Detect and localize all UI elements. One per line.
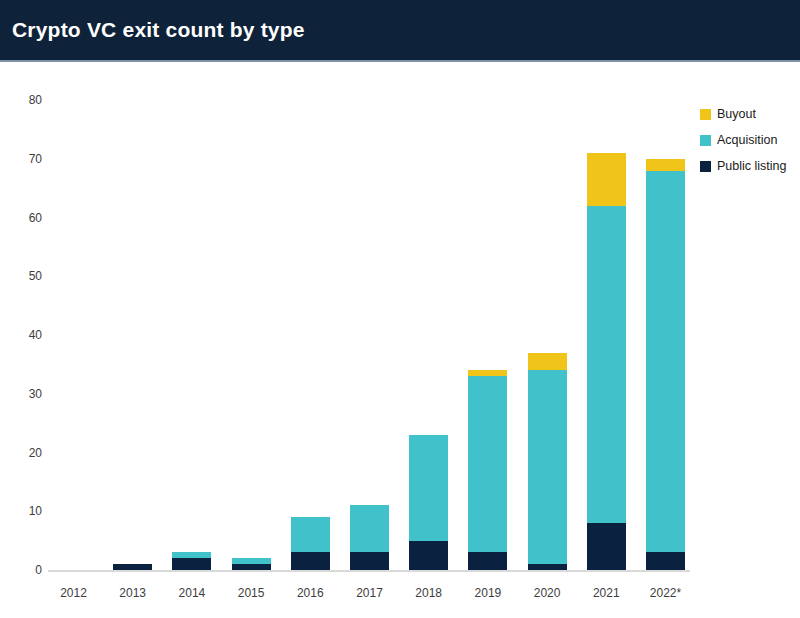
legend-label: Buyout [717, 108, 756, 120]
chart-card: Crypto VC exit count by type Buyout Acqui… [0, 0, 800, 618]
chart-title: Crypto VC exit count by type [0, 0, 800, 60]
bar-segment-acquisition-2018 [409, 435, 448, 541]
y-axis-tick-label: 80 [10, 93, 42, 107]
bar-segment-acquisition-2016 [291, 517, 330, 552]
legend-swatch-icon [700, 161, 711, 172]
y-axis-tick-label: 10 [10, 504, 42, 518]
bar-segment-buyout-2021 [587, 153, 626, 206]
y-axis-tick-label: 40 [10, 328, 42, 342]
x-axis-tick-label: 2022* [636, 586, 696, 600]
x-axis-tick-label: 2012 [44, 586, 104, 600]
bar-2019 [468, 370, 507, 570]
x-axis-tick-label: 2021 [576, 586, 636, 600]
bar-segment-public-listing-2014 [172, 558, 211, 570]
bar-segment-public-listing-2018 [409, 541, 448, 570]
bar-segment-acquisition-2021 [587, 206, 626, 523]
legend-item-buyout: Buyout [700, 108, 786, 120]
legend-label: Acquisition [717, 134, 777, 146]
x-axis-tick-label: 2016 [280, 586, 340, 600]
bar-segment-buyout-2020 [528, 353, 567, 371]
bar-segment-public-listing-2019 [468, 552, 507, 570]
y-axis-tick-label: 30 [10, 387, 42, 401]
y-axis-tick-label: 0 [10, 563, 42, 577]
bar-segment-buyout-2022* [646, 159, 685, 171]
x-axis-tick-label: 2018 [399, 586, 459, 600]
bar-segment-public-listing-2017 [350, 552, 389, 570]
x-axis-tick-label: 2015 [221, 586, 281, 600]
bar-2020 [528, 353, 567, 570]
bar-segment-acquisition-2019 [468, 376, 507, 552]
bar-2022* [646, 159, 685, 570]
x-axis-tick-label: 2020 [517, 586, 577, 600]
chart-legend: Buyout Acquisition Public listing [700, 108, 786, 186]
x-axis-line [48, 570, 690, 572]
bar-segment-acquisition-2020 [528, 370, 567, 564]
bar-2014 [172, 552, 211, 570]
legend-label: Public listing [717, 160, 786, 172]
legend-item-public-listing: Public listing [700, 160, 786, 172]
legend-swatch-icon [700, 135, 711, 146]
x-axis-tick-label: 2014 [162, 586, 222, 600]
x-axis-tick-label: 2019 [458, 586, 518, 600]
bar-segment-public-listing-2016 [291, 552, 330, 570]
legend-item-acquisition: Acquisition [700, 134, 786, 146]
bar-segment-public-listing-2015 [232, 564, 271, 570]
y-axis-tick-label: 50 [10, 269, 42, 283]
bar-2018 [409, 435, 448, 570]
x-axis-tick-label: 2017 [340, 586, 400, 600]
bar-segment-public-listing-2020 [528, 564, 567, 570]
legend-swatch-icon [700, 109, 711, 120]
bar-segment-public-listing-2022* [646, 552, 685, 570]
bar-segment-acquisition-2022* [646, 171, 685, 553]
chart-header: Crypto VC exit count by type [0, 0, 800, 62]
bar-2017 [350, 505, 389, 570]
bar-segment-public-listing-2021 [587, 523, 626, 570]
y-axis-tick-label: 20 [10, 446, 42, 460]
bar-2015 [232, 558, 271, 570]
bar-segment-acquisition-2017 [350, 505, 389, 552]
bar-2016 [291, 517, 330, 570]
bar-2013 [113, 564, 152, 570]
y-axis-tick-label: 70 [10, 152, 42, 166]
x-axis-tick-label: 2013 [103, 586, 163, 600]
bar-2021 [587, 153, 626, 570]
bar-segment-public-listing-2013 [113, 564, 152, 570]
y-axis-tick-label: 60 [10, 211, 42, 225]
